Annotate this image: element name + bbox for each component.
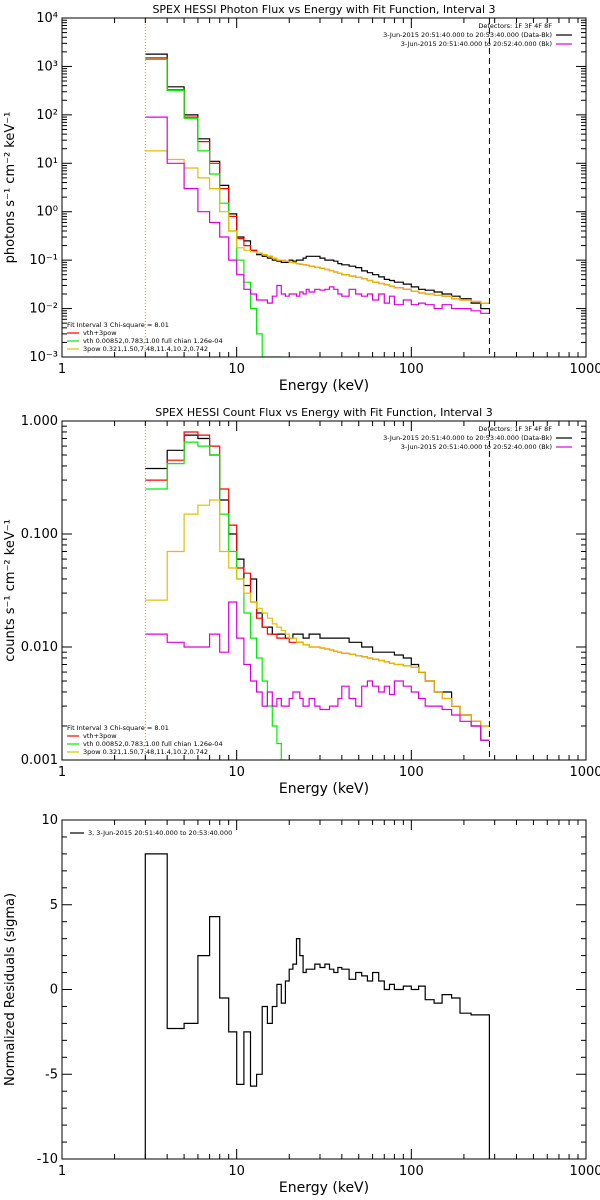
y-axis-label: Normalized Residuals (sigma) — [3, 893, 18, 1086]
series-bk — [145, 116, 490, 314]
y-tick-label: 0.001 — [21, 753, 58, 768]
series-data-bk — [145, 53, 490, 310]
plot-frame — [61, 420, 587, 761]
legend-entry: 3, 3-Jun-2015 20:51:40.000 to 20:53:40.0… — [88, 829, 232, 837]
legend-entry: Detectors: 1F 3F 4F 8F — [478, 22, 552, 30]
legend-entry: 3-Jun-2015 20:51:40.000 to 20:53:40.000 … — [383, 31, 552, 39]
x-axis-label: Energy (keV) — [279, 781, 369, 797]
chart-panel-3: 1 10 100 1000 -10 -5 0 5 10 Energy (keV) Normalize… — [3, 813, 600, 1196]
x-tick-label: 100 — [399, 765, 424, 780]
chart-title: SPEX HESSI Photon Flux vs Energy with Fi… — [152, 3, 495, 16]
x-tick-label: 1 — [58, 1164, 66, 1179]
plot-frame — [61, 17, 587, 358]
y-tick-label: 10⁰ — [36, 205, 58, 220]
x-tick-label: 10 — [228, 1164, 245, 1179]
series-bk — [145, 601, 490, 741]
y-tick-label: 5 — [50, 898, 58, 913]
y-tick-label: 1.000 — [21, 414, 58, 429]
y-tick-label: -5 — [45, 1067, 58, 1082]
x-tick-label: 1 — [58, 362, 66, 377]
series-data-bk — [145, 434, 490, 741]
legend-entry: 3-Jun-2015 20:51:40.000 to 20:53:40.000 … — [383, 434, 552, 442]
x-axis-label: Energy (keV) — [279, 378, 369, 394]
y-tick-label: 0 — [50, 983, 58, 998]
legend-entry: vth 0.00852,0.783,1.00 full chian 1.26e-… — [83, 337, 223, 345]
legend-entry: vth+3pow — [83, 329, 117, 337]
y-tick-label: 10² — [36, 108, 58, 123]
y-tick-label: 0.100 — [21, 527, 58, 542]
x-tick-label: 1000 — [569, 765, 600, 780]
legend-entry: vth 0.00852,0.783,1.00 full chian 1.26e-… — [83, 740, 223, 748]
y-tick-label: 10⁻² — [29, 302, 58, 317]
x-tick-label: 100 — [399, 362, 424, 377]
y-tick-label: 0.010 — [21, 640, 58, 655]
x-tick-label: 1000 — [569, 362, 600, 377]
y-tick-label: 10⁻³ — [29, 350, 58, 365]
series-3pow — [145, 499, 490, 727]
series-vth-3pow — [145, 57, 490, 304]
x-tick-label: 10 — [228, 362, 245, 377]
y-tick-label: 10³ — [36, 59, 58, 74]
legend-entry: Fit Interval 3 Chi-square = 8.01 — [67, 724, 169, 732]
series-3-3-jun-2015-20-51-40-000-to-20-53-40-000 — [144, 853, 490, 1159]
x-tick-label: 10 — [228, 765, 245, 780]
legend-entry: 3-Jun-2015 20:51:40.000 to 20:52:40.000 … — [401, 40, 552, 48]
series-vth — [145, 441, 286, 760]
series-3pow — [145, 150, 490, 304]
y-tick-label: 10¹ — [36, 156, 58, 171]
legend-entry: 3pow 0.321,1.50,7.48,11.4,10.2,0.742 — [83, 345, 208, 353]
y-tick-label: 10 — [41, 813, 58, 828]
legend-entry: Detectors: 1F 3F 4F 8F — [478, 425, 552, 433]
chart-panel-2: 1 10 100 1000 0.001 0.010 0.100 1.000 SPEX HESSI… — [3, 406, 600, 797]
chart-panel-1: 1 10 100 1000 10⁻³ 10⁻² 10⁻¹ 10⁰ 10¹ 10² 10³ 10⁴ SPE… — [3, 3, 600, 394]
x-tick-label: 100 — [399, 1164, 424, 1179]
y-tick-label: -10 — [37, 1152, 58, 1167]
series-vth-3pow — [145, 431, 490, 727]
y-tick-label: 10⁴ — [36, 11, 58, 26]
chart-title: SPEX HESSI Count Flux vs Energy with Fit… — [155, 406, 492, 419]
y-axis-label: counts s⁻¹ cm⁻² keV⁻¹ — [3, 519, 18, 662]
x-axis-label: Energy (keV) — [279, 1180, 369, 1196]
y-axis-label: photons s⁻¹ cm⁻² keV⁻¹ — [3, 112, 18, 264]
y-tick-label: 10⁻¹ — [29, 253, 58, 268]
legend-entry: Fit Interval 3 Chi-square = 8.01 — [67, 321, 169, 329]
x-tick-label: 1 — [58, 765, 66, 780]
legend-entry: 3pow 0.321,1.50,7.48,11.4,10.2,0.742 — [83, 748, 208, 756]
legend-entry: vth+3pow — [83, 732, 117, 740]
x-tick-label: 1000 — [569, 1164, 600, 1179]
legend-entry: 3-Jun-2015 20:51:40.000 to 20:52:40.000 … — [401, 443, 552, 451]
series-vth — [145, 58, 282, 357]
plot-frame — [61, 819, 587, 1160]
